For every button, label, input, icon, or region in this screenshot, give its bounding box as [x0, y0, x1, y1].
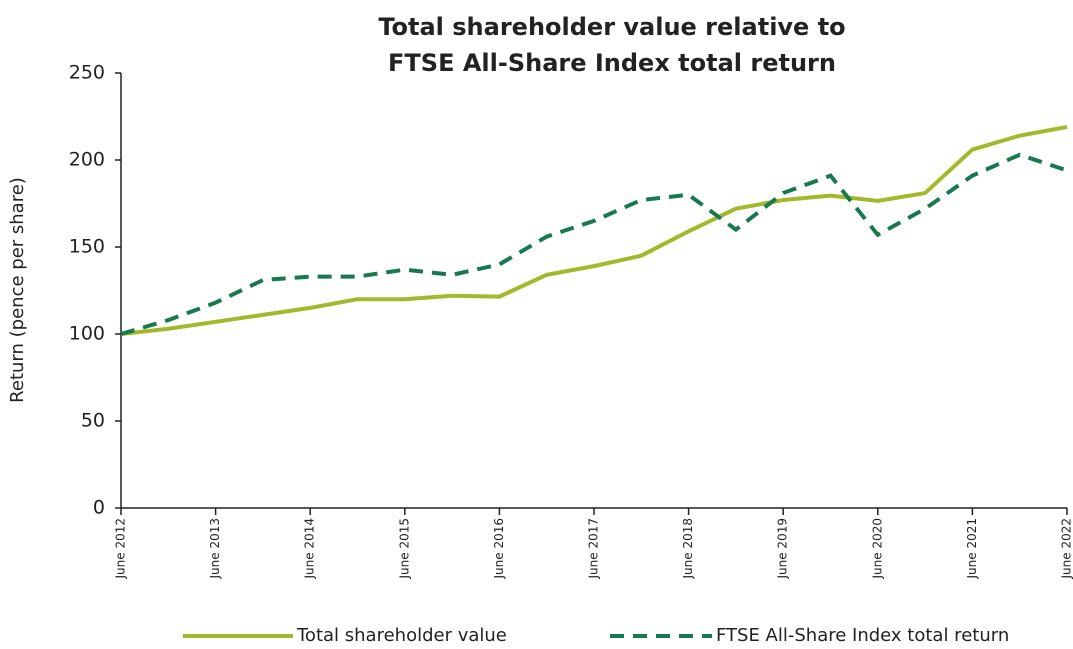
x-tick-label: June 2016 — [492, 518, 506, 580]
x-tick-label: June 2013 — [208, 518, 222, 580]
x-tick-label: June 2022 — [1060, 518, 1073, 580]
y-tick-label: 200 — [69, 149, 105, 171]
x-tick-label: June 2019 — [776, 518, 790, 580]
x-tick-label: June 2012 — [114, 518, 128, 580]
series-line — [120, 152, 1068, 336]
x-tick-label: June 2018 — [681, 518, 695, 580]
x-tick-label: June 2021 — [965, 518, 979, 580]
y-tick-label: 0 — [93, 497, 105, 519]
y-axis-label: Return (pence per share) — [7, 177, 28, 403]
y-tick-label: 100 — [69, 323, 105, 345]
legend-label: Total shareholder value — [296, 625, 507, 646]
x-tick-label: June 2020 — [870, 518, 884, 580]
y-tick-label: 150 — [69, 236, 105, 258]
chart-title: Total shareholder value relative to — [378, 13, 845, 41]
chart-title: FTSE All-Share Index total return — [388, 49, 836, 77]
x-tick-label: June 2017 — [587, 518, 601, 580]
legend-label: FTSE All-Share Index total return — [716, 625, 1009, 646]
y-tick-label: 50 — [81, 410, 105, 432]
x-tick-label: June 2015 — [397, 518, 411, 580]
x-tick-label: June 2014 — [303, 518, 317, 580]
series-line — [120, 124, 1068, 336]
y-tick-label: 250 — [69, 62, 105, 84]
